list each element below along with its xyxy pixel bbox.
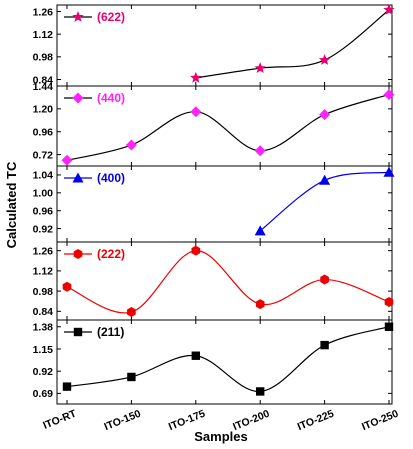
y-tick-label: 1.26: [33, 6, 54, 18]
y-axis-title: Calculated TC: [4, 161, 19, 248]
data-point: [127, 307, 136, 318]
legend-marker: [72, 172, 84, 183]
y-tick-label: 1.38: [33, 322, 54, 334]
data-point: [383, 89, 395, 101]
legend-marker: [72, 92, 84, 104]
y-tick-label: 1.12: [33, 266, 54, 278]
y-tick-label: 1.04: [33, 170, 54, 182]
data-point: [320, 340, 329, 350]
data-point: [384, 322, 394, 331]
panel-1: 0.84 0.98 1.12 1.26 (622): [33, 3, 395, 87]
data-point: [254, 225, 266, 236]
y-tick-label: 0.98: [33, 52, 54, 64]
panel-frame: [56, 319, 393, 405]
y-tick-label: 0.84: [33, 74, 54, 86]
legend-marker: [73, 249, 83, 259]
data-point: [61, 154, 73, 166]
legend-label: (440): [97, 91, 125, 105]
data-point: [190, 106, 202, 118]
y-tick-label: 0.96: [33, 127, 54, 139]
data-point: [383, 166, 395, 177]
y-tick-label: 0.98: [33, 286, 54, 298]
panel-5: 0.69 0.92 1.15 1.38 (211): [33, 319, 394, 405]
y-tick-label: 1.26: [33, 245, 54, 257]
x-tick-label: ITO-225: [296, 408, 336, 434]
y-tick-label: 0.92: [33, 223, 54, 235]
x-tick-label: ITO-150: [102, 408, 142, 434]
y-tick-label: 1.12: [33, 29, 54, 41]
data-point: [256, 387, 265, 396]
panel-2: 0.72 0.96 1.20 1.44 (440): [33, 81, 395, 167]
data-point: [254, 62, 266, 74]
legend-label: (222): [97, 247, 125, 261]
data-point: [62, 382, 72, 391]
data-point: [255, 299, 265, 310]
x-tick-label: ITO-RT: [41, 407, 78, 431]
x-axis-title: Samples: [194, 429, 247, 444]
data-point: [62, 281, 72, 292]
data-point: [254, 145, 266, 157]
data-point: [320, 274, 329, 285]
y-tick-label: 1.44: [33, 81, 54, 93]
panel-4: 0.84 0.98 1.12 1.26 (222): [33, 241, 394, 321]
data-point: [190, 71, 202, 83]
y-tick-label: 0.96: [33, 206, 54, 218]
y-tick-label: 1.20: [33, 104, 54, 116]
y-tick-label: 0.84: [33, 306, 54, 318]
data-point: [191, 245, 201, 256]
y-tick-label: 0.69: [33, 388, 54, 400]
legend-label: (211): [97, 325, 124, 339]
data-point: [127, 372, 136, 382]
y-tick-label: 0.92: [33, 366, 54, 378]
x-tick-label: ITO-250: [360, 408, 400, 434]
chart-panels: 0.84 0.98 1.12 1.26 (622) 0.72 0.96 1.20 1.44 (44…: [33, 3, 395, 405]
data-point: [383, 3, 395, 15]
y-tick-label: 1.15: [33, 344, 54, 356]
panel-3: 0.92 0.96 1.00 1.04 (400): [33, 165, 395, 243]
legend-marker: [73, 327, 83, 337]
data-point: [318, 54, 331, 65]
data-point: [191, 351, 200, 360]
data-point: [319, 109, 331, 121]
data-point: [125, 139, 137, 151]
y-tick-label: 1.00: [33, 188, 54, 200]
data-point: [319, 174, 331, 185]
series-line-2: [66, 93, 390, 161]
legend-label: (400): [97, 171, 125, 185]
legend-label: (622): [97, 10, 125, 24]
series-line-1: [195, 9, 390, 79]
legend-marker: [72, 11, 84, 22]
y-tick-label: 0.72: [33, 149, 54, 161]
data-point: [384, 296, 394, 307]
